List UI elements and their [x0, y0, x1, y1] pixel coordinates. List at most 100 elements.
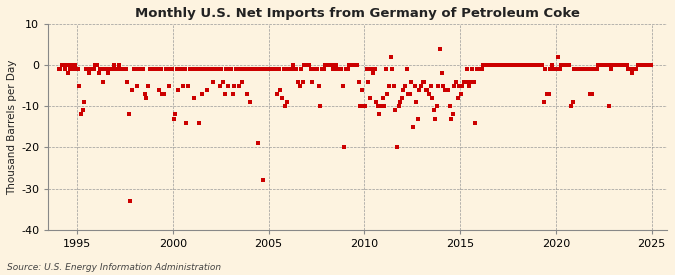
Point [576, 67, 587, 72]
Point [589, 67, 600, 72]
Point [176, 67, 187, 72]
Point [232, 67, 243, 72]
Point [169, 112, 180, 117]
Point [591, 67, 602, 72]
Point [597, 63, 608, 67]
Point [395, 100, 406, 104]
Point [468, 79, 479, 84]
Point [387, 67, 398, 72]
Point [623, 67, 634, 72]
Point [567, 100, 578, 104]
Point [144, 67, 155, 72]
Point [609, 63, 620, 67]
Point [548, 67, 559, 72]
Point [256, 67, 267, 72]
Point [250, 67, 261, 72]
Point [72, 67, 83, 72]
Point [435, 46, 446, 51]
Point [524, 63, 535, 67]
Point [261, 67, 271, 72]
Point [562, 63, 573, 67]
Point [59, 67, 70, 72]
Point [68, 67, 78, 72]
Point [448, 112, 458, 117]
Point [433, 83, 444, 88]
Point [516, 63, 527, 67]
Point [465, 79, 476, 84]
Point [346, 63, 356, 67]
Point [107, 67, 118, 72]
Point [286, 67, 297, 72]
Point [254, 67, 265, 72]
Point [293, 79, 304, 84]
Point [221, 67, 232, 72]
Point [163, 83, 174, 88]
Point [601, 63, 612, 67]
Point [614, 63, 624, 67]
Point [438, 83, 449, 88]
Point [470, 120, 481, 125]
Point [403, 92, 414, 96]
Point [381, 67, 392, 72]
Point [430, 116, 441, 121]
Point [483, 63, 493, 67]
Point [288, 63, 298, 67]
Point [566, 104, 576, 108]
Point [422, 87, 433, 92]
Point [456, 92, 466, 96]
Point [149, 67, 160, 72]
Point [119, 67, 130, 72]
Point [534, 63, 545, 67]
Point [479, 63, 490, 67]
Point [588, 67, 599, 72]
Point [305, 67, 316, 72]
Point [364, 96, 375, 100]
Point [173, 87, 184, 92]
Text: Source: U.S. Energy Information Administration: Source: U.S. Energy Information Administ… [7, 263, 221, 272]
Point [90, 63, 101, 67]
Point [281, 100, 292, 104]
Point [514, 63, 525, 67]
Point [318, 67, 329, 72]
Point [211, 67, 222, 72]
Point [466, 67, 477, 72]
Point [79, 100, 90, 104]
Point [339, 145, 350, 150]
Point [114, 63, 125, 67]
Point [593, 63, 603, 67]
Point [265, 67, 276, 72]
Point [441, 87, 452, 92]
Point [476, 67, 487, 72]
Point [326, 63, 337, 67]
Point [269, 67, 279, 72]
Point [335, 67, 346, 72]
Title: Monthly U.S. Net Imports from Germany of Petroleum Coke: Monthly U.S. Net Imports from Germany of… [135, 7, 580, 20]
Point [543, 92, 554, 96]
Point [377, 96, 388, 100]
Point [217, 79, 228, 84]
Point [602, 63, 613, 67]
Point [299, 63, 310, 67]
Point [106, 67, 117, 72]
Point [248, 67, 259, 72]
Point [313, 83, 324, 88]
Point [186, 67, 196, 72]
Point [111, 67, 122, 72]
Point [383, 83, 394, 88]
Point [189, 96, 200, 100]
Point [92, 63, 103, 67]
Point [203, 67, 214, 72]
Point [76, 112, 86, 117]
Point [342, 67, 353, 72]
Point [475, 67, 485, 72]
Point [192, 67, 203, 72]
Point [521, 63, 532, 67]
Point [392, 145, 402, 150]
Point [572, 67, 583, 72]
Point [142, 83, 153, 88]
Point [340, 67, 351, 72]
Point [558, 63, 568, 67]
Point [120, 67, 131, 72]
Point [202, 87, 213, 92]
Point [182, 83, 193, 88]
